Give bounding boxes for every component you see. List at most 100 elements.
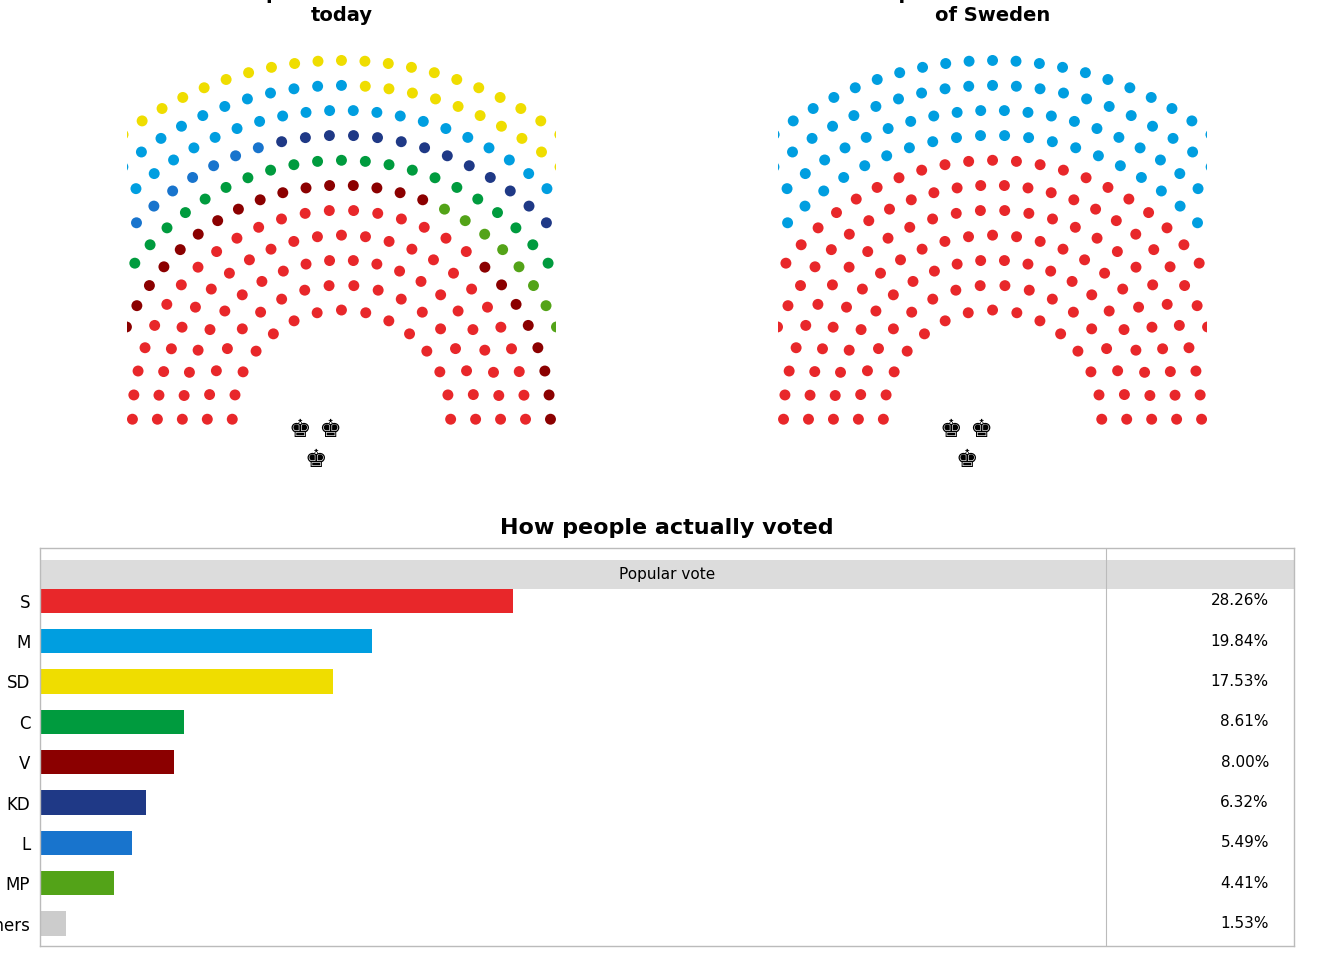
Point: [97, 411, 119, 427]
Point: [193, 80, 215, 96]
Point: [319, 253, 340, 268]
Point: [1125, 226, 1146, 242]
Point: [462, 281, 483, 296]
Point: [902, 274, 923, 290]
Point: [1174, 278, 1195, 293]
Point: [458, 130, 479, 145]
Point: [64, 212, 85, 227]
Point: [662, 364, 683, 379]
Point: [1142, 277, 1163, 292]
Point: [260, 59, 281, 75]
Point: [900, 114, 922, 130]
Point: [283, 234, 304, 250]
Point: [1231, 340, 1253, 356]
Point: [712, 175, 734, 190]
Point: [355, 229, 376, 245]
Point: [135, 340, 156, 356]
Point: [108, 197, 129, 213]
Point: [624, 388, 646, 404]
Point: [676, 365, 698, 380]
Point: [101, 365, 123, 380]
Point: [474, 226, 495, 242]
Point: [490, 411, 511, 427]
Point: [171, 277, 192, 292]
Point: [631, 341, 652, 357]
Point: [379, 81, 400, 97]
Point: [746, 176, 767, 191]
Point: [331, 152, 352, 168]
Point: [598, 212, 619, 227]
Point: [890, 252, 911, 267]
Point: [89, 318, 111, 333]
Point: [600, 175, 622, 190]
Point: [402, 85, 423, 100]
Point: [946, 180, 967, 196]
Point: [379, 157, 400, 173]
Point: [1329, 319, 1334, 334]
Point: [148, 387, 169, 403]
Point: [506, 220, 527, 236]
Point: [778, 298, 799, 314]
Point: [72, 294, 93, 310]
Point: [662, 274, 683, 290]
Point: [550, 159, 571, 175]
Point: [899, 140, 920, 156]
Point: [1234, 193, 1255, 209]
Point: [1114, 387, 1135, 403]
Point: [579, 273, 600, 289]
Point: [510, 100, 531, 116]
Point: [143, 198, 164, 214]
Point: [112, 127, 133, 142]
Point: [196, 411, 217, 427]
Point: [563, 388, 584, 404]
Point: [463, 387, 484, 403]
Point: [95, 141, 116, 157]
Point: [1006, 54, 1027, 69]
Point: [671, 296, 692, 312]
Point: [173, 388, 195, 404]
Point: [636, 365, 658, 380]
Point: [307, 305, 328, 321]
Point: [606, 340, 627, 356]
Point: [331, 302, 352, 318]
Point: [131, 144, 152, 160]
Point: [883, 321, 904, 336]
Point: [215, 98, 236, 114]
Point: [343, 203, 364, 218]
Point: [750, 388, 771, 404]
Point: [125, 180, 147, 196]
Point: [391, 212, 412, 227]
Point: [1142, 320, 1163, 335]
Point: [1263, 231, 1285, 247]
Point: [1018, 206, 1039, 221]
Point: [216, 341, 237, 357]
Point: [1201, 159, 1222, 175]
Point: [355, 154, 376, 170]
Point: [822, 277, 843, 292]
Point: [203, 158, 224, 174]
Point: [184, 299, 205, 315]
Point: [488, 388, 510, 404]
Point: [759, 341, 780, 357]
Point: [127, 364, 148, 379]
Point: [879, 202, 900, 217]
Point: [221, 411, 243, 427]
Point: [1186, 364, 1207, 379]
Point: [851, 281, 872, 296]
Point: [743, 214, 764, 230]
Point: [1266, 411, 1287, 427]
Point: [1322, 296, 1334, 312]
Point: [508, 364, 530, 379]
Point: [0, 388, 19, 404]
Point: [1134, 365, 1155, 380]
Point: [355, 305, 376, 321]
Point: [343, 253, 364, 268]
Point: [690, 411, 711, 427]
Point: [147, 411, 168, 427]
Point: [19, 294, 40, 310]
Point: [11, 318, 32, 333]
Point: [1131, 170, 1153, 185]
Bar: [40, 710, 184, 734]
Text: 6.32%: 6.32%: [1221, 795, 1269, 810]
Point: [47, 193, 68, 209]
